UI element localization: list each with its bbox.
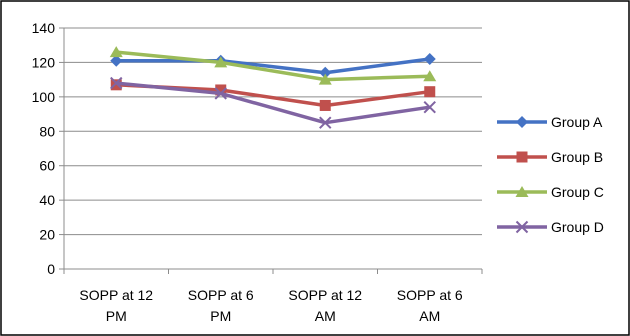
y-tick-label: 80 (39, 123, 55, 139)
legend-marker (516, 116, 528, 128)
legend-item-group-d: Group D (497, 219, 604, 235)
legend: Group A Group B Group C Group D (497, 114, 604, 235)
x-tick-label: SOPP at 12 AM (288, 287, 362, 324)
y-tick-label: 100 (32, 89, 56, 105)
legend-marker (515, 186, 529, 197)
y-tick-label: 40 (39, 192, 55, 208)
legend-item-group-a: Group A (497, 114, 603, 130)
x-tick-labels: SOPP at 12 PM SOPP at 6 PM SOPP at 12 AM SOPP … (79, 287, 462, 324)
data-point-group-c (423, 70, 437, 82)
legend-marker (515, 220, 529, 234)
data-point-group-c (109, 46, 123, 58)
data-point-group-d (423, 100, 436, 114)
data-point-group-a (319, 66, 332, 79)
data-point-group-b (319, 99, 331, 111)
y-tick-labels: 0 20 40 60 80 100 120 140 (32, 20, 56, 277)
y-tick-label: 20 (39, 227, 55, 243)
y-tick-label: 0 (47, 261, 55, 277)
legend-item-group-c: Group C (497, 184, 604, 200)
y-tick-label: 120 (32, 54, 56, 70)
x-tick-label: SOPP at 6 PM (188, 287, 254, 324)
x-tick-label: SOPP at 12 PM (79, 287, 153, 324)
legend-item-group-b: Group B (497, 149, 603, 165)
series-line-group-d (116, 81, 431, 125)
data-point-group-b (215, 84, 227, 96)
y-tick-label: 140 (32, 20, 56, 36)
series-line-group-a (116, 57, 430, 75)
legend-marker (516, 151, 528, 163)
legend-label: Group D (551, 219, 604, 235)
data-point-group-d (110, 76, 123, 90)
legend-label: Group B (551, 149, 603, 165)
axis-layer (59, 27, 483, 274)
series-layer (109, 46, 437, 129)
series-line-group-c (116, 50, 430, 82)
legend-label: Group C (551, 184, 604, 200)
data-point-group-a (110, 54, 123, 67)
data-point-group-c (214, 56, 228, 68)
data-point-group-c (318, 73, 332, 85)
y-tick-label: 60 (39, 158, 55, 174)
data-point-group-b (424, 86, 436, 98)
legend-label: Group A (551, 114, 603, 130)
data-point-group-d (319, 116, 332, 129)
data-point-group-a (423, 52, 436, 65)
data-point-group-d (214, 87, 227, 100)
x-tick-label: SOPP at 6 AM (397, 287, 463, 324)
